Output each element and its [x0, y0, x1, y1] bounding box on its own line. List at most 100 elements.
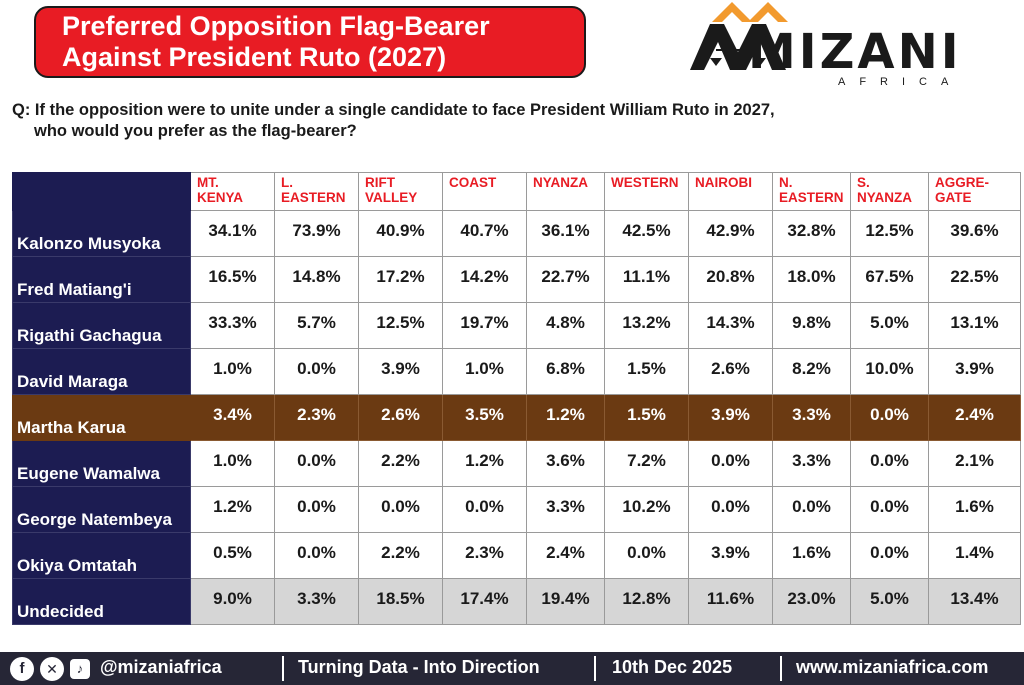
percent-cell: 1.5%	[604, 348, 689, 395]
footer-divider	[282, 656, 284, 681]
logo-scale-pan-left	[710, 58, 722, 66]
percent-cell: 1.0%	[442, 348, 527, 395]
logo-peak-right	[748, 2, 788, 22]
percent-cell: 8.2%	[772, 348, 851, 395]
question-line-1: Q: If the opposition were to unite under…	[12, 101, 775, 119]
percent-cell: 2.2%	[358, 532, 443, 579]
percent-cell: 10.0%	[850, 348, 929, 395]
question-line-2: who would you prefer as the flag-bearer?	[34, 122, 357, 140]
percent-cell: 0.0%	[604, 532, 689, 579]
percent-cell: 73.9%	[274, 210, 359, 257]
percent-cell: 2.3%	[442, 532, 527, 579]
candidate-name: David Maraga	[12, 348, 191, 395]
column-header-text: RIFT	[365, 175, 395, 190]
column-header: L. EASTERN	[274, 172, 359, 211]
candidate-name: Eugene Wamalwa	[12, 440, 191, 487]
title-banner: Preferred Opposition Flag-Bearer Against…	[34, 6, 586, 78]
footer-divider	[594, 656, 596, 681]
column-header: NAIROBI	[688, 172, 773, 211]
table-row: Kalonzo Musyoka 34.1% 73.9% 40.9% 40.7% 36.1%…	[12, 210, 1021, 257]
percent-cell: 0.0%	[688, 486, 773, 533]
candidate-name: Rigathi Gachagua	[12, 302, 191, 349]
percent-cell: 0.0%	[850, 394, 929, 441]
column-header: NYANZA	[526, 172, 605, 211]
column-header: COAST	[442, 172, 527, 211]
mizani-logo	[690, 2, 788, 70]
percent-cell: 20.8%	[688, 256, 773, 303]
percent-cell: 19.7%	[442, 302, 527, 349]
percent-cell: 67.5%	[850, 256, 929, 303]
title-line-2: Against President Ruto (2027)	[62, 42, 447, 72]
logo-peak-left	[712, 2, 752, 22]
logo-scale-pan-right	[754, 58, 766, 66]
title-line-1: Preferred Opposition Flag-Bearer	[62, 11, 490, 41]
percent-cell: 42.9%	[688, 210, 773, 257]
percent-cell: 40.7%	[442, 210, 527, 257]
percent-cell: 0.0%	[850, 532, 929, 579]
column-header-text: EASTERN	[281, 190, 346, 205]
candidate-name: George Natembeya	[12, 486, 191, 533]
percent-cell: 2.4%	[526, 532, 605, 579]
logo-word: MIZANI	[748, 24, 962, 80]
facebook-icon[interactable]: f	[10, 657, 34, 681]
percent-cell: 12.8%	[604, 578, 689, 625]
percent-cell: 3.9%	[688, 532, 773, 579]
percent-cell: 0.5%	[190, 532, 275, 579]
percent-cell: 42.5%	[604, 210, 689, 257]
percent-cell: 14.2%	[442, 256, 527, 303]
footer-tagline: Turning Data - Into Direction	[298, 657, 540, 677]
column-header-text: NAIROBI	[695, 175, 752, 190]
header-row: MT. KENYA L. EASTERN RIFT VALLEY COAST NYANZA WE…	[12, 172, 1021, 211]
percent-cell: 0.0%	[772, 486, 851, 533]
column-header-text: WESTERN	[611, 175, 679, 190]
social-handle[interactable]: @mizaniafrica	[100, 657, 222, 677]
column-header: RIFT VALLEY	[358, 172, 443, 211]
table-row: Fred Matiang'i 16.5% 14.8% 17.2% 14.2% 22.7% 1…	[12, 256, 1021, 303]
corner-cell	[12, 172, 191, 211]
table-row: David Maraga 1.0% 0.0% 3.9% 1.0% 6.8% 1.5% 2.6%…	[12, 348, 1021, 395]
percent-cell: 0.0%	[442, 486, 527, 533]
percent-cell: 18.5%	[358, 578, 443, 625]
column-header-text: EASTERN	[779, 190, 844, 205]
percent-cell: 1.2%	[442, 440, 527, 487]
results-table: MT. KENYA L. EASTERN RIFT VALLEY COAST NYANZA WE…	[12, 172, 1021, 625]
website-link[interactable]: www.mizaniafrica.com	[796, 657, 989, 677]
x-icon[interactable]: ✕	[40, 657, 64, 681]
survey-question: Q: If the opposition were to unite under…	[12, 100, 1012, 142]
percent-cell: 3.3%	[772, 440, 851, 487]
tiktok-icon[interactable]: ♪	[70, 659, 90, 679]
percent-cell: 12.5%	[358, 302, 443, 349]
column-header: WESTERN	[604, 172, 689, 211]
percent-cell: 1.6%	[928, 486, 1021, 533]
candidate-name: Undecided	[12, 578, 191, 625]
percent-cell: 3.6%	[526, 440, 605, 487]
percent-cell: 32.8%	[772, 210, 851, 257]
percent-cell: 33.3%	[190, 302, 275, 349]
percent-cell: 17.4%	[442, 578, 527, 625]
percent-cell: 34.1%	[190, 210, 275, 257]
percent-cell: 4.8%	[526, 302, 605, 349]
percent-cell: 18.0%	[772, 256, 851, 303]
percent-cell: 2.1%	[928, 440, 1021, 487]
column-header-text: L.	[281, 175, 293, 190]
percent-cell: 40.9%	[358, 210, 443, 257]
percent-cell: 5.7%	[274, 302, 359, 349]
candidate-name: Fred Matiang'i	[12, 256, 191, 303]
percent-cell: 9.8%	[772, 302, 851, 349]
percent-cell: 0.0%	[850, 486, 929, 533]
percent-cell: 3.9%	[928, 348, 1021, 395]
candidate-name: Kalonzo Musyoka	[12, 210, 191, 257]
percent-cell: 9.0%	[190, 578, 275, 625]
percent-cell: 13.2%	[604, 302, 689, 349]
column-header-text: GATE	[935, 190, 972, 205]
column-header: AGGRE- GATE	[928, 172, 1021, 211]
column-header: S. NYANZA	[850, 172, 929, 211]
percent-cell: 3.3%	[526, 486, 605, 533]
percent-cell: 22.5%	[928, 256, 1021, 303]
percent-cell: 3.9%	[358, 348, 443, 395]
table-row: George Natembeya 1.2% 0.0% 0.0% 0.0% 3.3% 10.2…	[12, 486, 1021, 533]
percent-cell: 36.1%	[526, 210, 605, 257]
percent-cell: 1.0%	[190, 440, 275, 487]
column-header-text: S. NYANZA	[857, 175, 913, 205]
percent-cell: 17.2%	[358, 256, 443, 303]
